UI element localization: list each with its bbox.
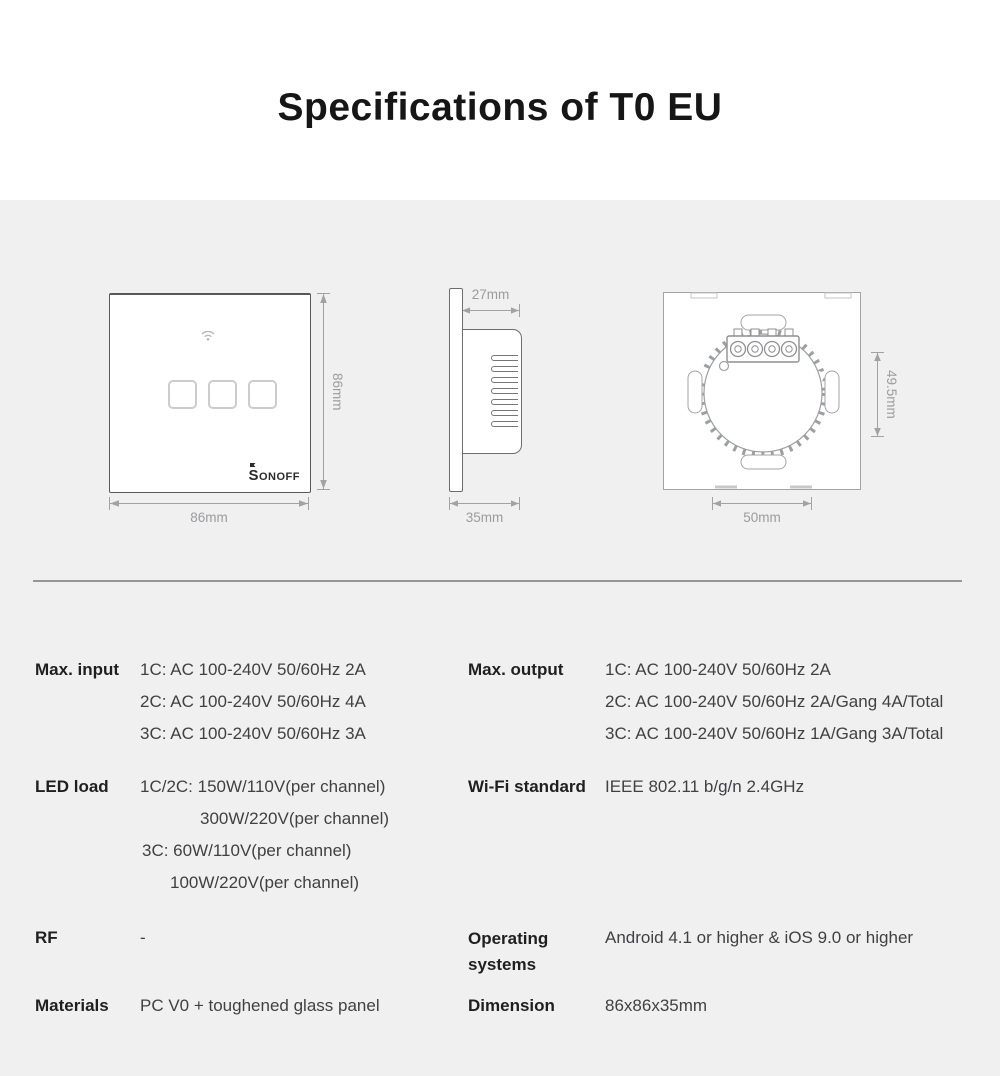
spec-row-wifi-standard: Wi-Fi standard IEEE 802.11 b/g/n 2.4GHz [468,771,804,803]
spec-label: Dimension [468,996,555,1015]
front-view-drawing: Sonoff [109,293,311,493]
page-title: Specifications of T0 EU [277,86,723,129]
touch-button-1 [168,380,197,409]
touch-button-3 [248,380,277,409]
back-height-label: 49.5mm [884,370,899,419]
vent-slot [491,399,518,405]
vent-slot [491,388,518,394]
spec-label: Materials [35,996,109,1015]
back-width-label: 50mm [743,510,781,525]
front-height-dim-line [317,293,330,490]
spec-row-max-input: Max. input 1C: AC 100-240V 50/60Hz 2A 2C… [35,654,366,750]
section-divider [33,580,962,582]
spec-value: 1C/2C: 150W/110V(per channel) 300W/220V(… [140,777,390,892]
spec-label: Max. input [35,660,120,679]
spec-row-max-output: Max. output 1C: AC 100-240V 50/60Hz 2A 2… [468,654,943,750]
vent-slot [491,377,518,383]
front-height-label: 86mm [330,372,345,411]
spec-value: IEEE 802.11 b/g/n 2.4GHz [605,777,805,796]
spec-value: 1C: AC 100-240V 50/60Hz 2A 2C: AC 100-24… [605,660,944,743]
vent-slot [491,421,518,427]
front-width-dim-line [109,497,309,510]
spec-row-rf: RF - [35,922,146,954]
spec-value: 86x86x35mm [605,996,708,1015]
spec-label: LED load [35,777,109,796]
vent-slot [491,355,518,361]
back-view-drawing [663,292,861,490]
spec-row-operating-systems: Operating systems Android 4.1 or higher … [468,922,913,978]
spec-label: Max. output [468,660,564,679]
back-height-dim-line [871,352,884,437]
side-view-body [462,329,522,454]
spec-value: - [140,928,146,947]
side-depth-label: 27mm [471,287,510,302]
gray-band: Sonoff 86mm 86mm 27mm [0,200,1000,1076]
spec-row-led-load: LED load 1C/2C: 150W/110V(per channel) 3… [35,771,389,899]
wifi-icon [201,330,215,341]
spec-value: 1C: AC 100-240V 50/60Hz 2A 2C: AC 100-24… [140,660,366,743]
front-width-label: 86mm [190,510,228,525]
spec-row-dimension: Dimension 86x86x35mm [468,990,707,1022]
sonoff-logo: Sonoff [248,467,300,484]
spec-label: Wi-Fi standard [468,777,586,796]
back-width-dim-line [712,497,812,510]
side-view-wall-plate [449,288,463,492]
spec-label: RF [35,928,58,947]
spec-row-materials: Materials PC V0 + toughened glass panel [35,990,380,1022]
vent-slot [491,410,518,416]
spec-label: Operating systems [468,929,549,974]
touch-button-2 [208,380,237,409]
side-depth-dim-line [461,304,520,317]
vent-slot [491,366,518,372]
side-total-depth-label: 35mm [465,510,504,525]
side-total-depth-dim-line [449,497,520,510]
spec-value: PC V0 + toughened glass panel [140,996,380,1015]
spec-value: Android 4.1 or higher & iOS 9.0 or highe… [605,928,914,947]
